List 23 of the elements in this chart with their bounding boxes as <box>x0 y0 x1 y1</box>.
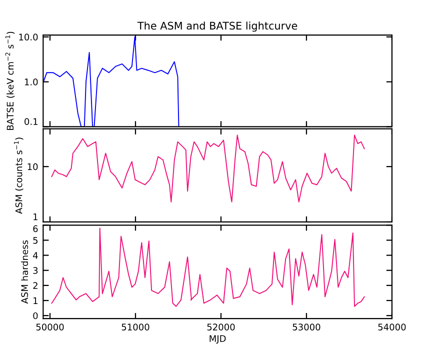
chart-title: The ASM and BATSE lightcurve <box>137 22 298 32</box>
y-axis-title: ASM (counts s$^{−1}$) <box>14 138 24 214</box>
x-tick-label: 52000 <box>207 324 235 330</box>
y-axis-title: ASM hardness <box>21 240 28 304</box>
line-series <box>51 228 365 307</box>
y-axis-title: BATSE (keV cm$^{−2}$ s$^{−1}$) <box>5 32 15 130</box>
x-axis-title: MJD <box>210 335 226 344</box>
y-tick-label: 0 <box>33 312 38 320</box>
y-tick-label: 10.0 <box>19 34 38 40</box>
y-tick-label: 1 <box>34 214 38 220</box>
x-tick-label: 54000 <box>378 324 406 330</box>
x-tick-label: 50000 <box>36 324 64 330</box>
y-tick-label: 4 <box>33 252 38 259</box>
y-tick-label: 10 <box>28 163 38 170</box>
y-tick-label: 5 <box>33 237 38 244</box>
y-tick-label: 2 <box>33 282 38 289</box>
y-tick-label: 1 <box>34 297 38 304</box>
y-tick-label: 1.0 <box>24 78 38 86</box>
x-tick-label: 51000 <box>122 324 150 330</box>
y-tick-label: 3 <box>33 267 38 274</box>
y-tick-label: 6 <box>33 225 38 232</box>
y-tick-label: 0.1 <box>24 118 38 125</box>
x-tick-label: 53000 <box>292 324 320 330</box>
